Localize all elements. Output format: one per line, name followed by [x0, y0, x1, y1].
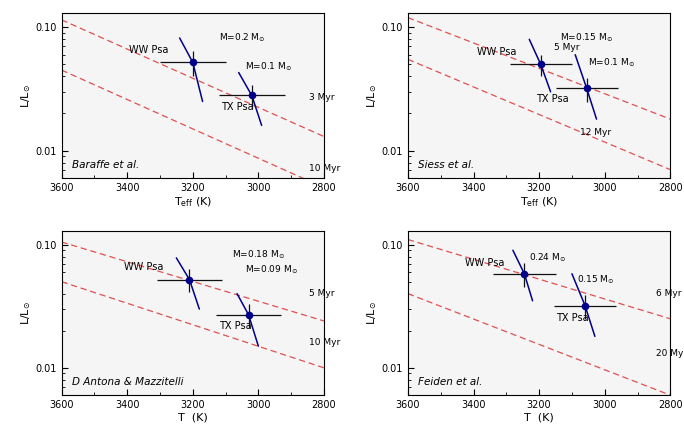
X-axis label: T$_{\rm eff}$ (K): T$_{\rm eff}$ (K) — [520, 195, 558, 209]
Text: WW Psa: WW Psa — [477, 48, 516, 57]
Text: 0.15 M$_{\odot}$: 0.15 M$_{\odot}$ — [577, 274, 614, 286]
Y-axis label: L/L$_{\odot}$: L/L$_{\odot}$ — [18, 83, 33, 107]
Text: Siess et al.: Siess et al. — [419, 160, 475, 170]
Text: TX Psa: TX Psa — [219, 321, 252, 331]
Text: 5 Myr: 5 Myr — [554, 44, 579, 52]
Text: M=0.09 M$_{\odot}$: M=0.09 M$_{\odot}$ — [246, 263, 298, 276]
Text: TX Psa: TX Psa — [536, 94, 568, 103]
Text: M=0.1 M$_{\odot}$: M=0.1 M$_{\odot}$ — [588, 56, 635, 69]
Text: WW Psa: WW Psa — [465, 258, 505, 268]
Text: 0.24 M$_{\odot}$: 0.24 M$_{\odot}$ — [529, 252, 566, 264]
Text: Feiden et al.: Feiden et al. — [419, 377, 483, 387]
Y-axis label: L/L$_{\odot}$: L/L$_{\odot}$ — [365, 83, 379, 107]
Text: 5 Myr: 5 Myr — [309, 289, 334, 298]
Text: 12 Myr: 12 Myr — [580, 128, 611, 137]
Text: M=0.1 M$_{\odot}$: M=0.1 M$_{\odot}$ — [246, 60, 293, 73]
Text: 10 Myr: 10 Myr — [309, 338, 341, 347]
Text: D Antona & Mazzitelli: D Antona & Mazzitelli — [72, 377, 183, 387]
Text: 3 Myr: 3 Myr — [309, 93, 334, 102]
Text: Baraffe et al.: Baraffe et al. — [72, 160, 140, 170]
Y-axis label: L/L$_{\odot}$: L/L$_{\odot}$ — [18, 301, 33, 325]
X-axis label: T  (K): T (K) — [178, 413, 208, 423]
Text: M=0.15 M$_{\odot}$: M=0.15 M$_{\odot}$ — [560, 31, 614, 44]
X-axis label: T  (K): T (K) — [524, 413, 554, 423]
X-axis label: T$_{\rm eff}$ (K): T$_{\rm eff}$ (K) — [174, 195, 212, 209]
Text: 20 Myr: 20 Myr — [655, 349, 684, 358]
Text: M=0.2 M$_{\odot}$: M=0.2 M$_{\odot}$ — [219, 32, 265, 44]
Text: M=0.18 M$_{\odot}$: M=0.18 M$_{\odot}$ — [232, 249, 285, 262]
Text: TX Psa: TX Psa — [221, 102, 254, 111]
Text: 6 Myr: 6 Myr — [655, 289, 681, 298]
Y-axis label: L/L$_{\odot}$: L/L$_{\odot}$ — [365, 301, 379, 325]
Text: WW Psa: WW Psa — [124, 262, 163, 272]
Text: TX Psa: TX Psa — [555, 313, 588, 323]
Text: 10 Myr: 10 Myr — [309, 164, 341, 173]
Text: WW Psa: WW Psa — [129, 45, 168, 55]
